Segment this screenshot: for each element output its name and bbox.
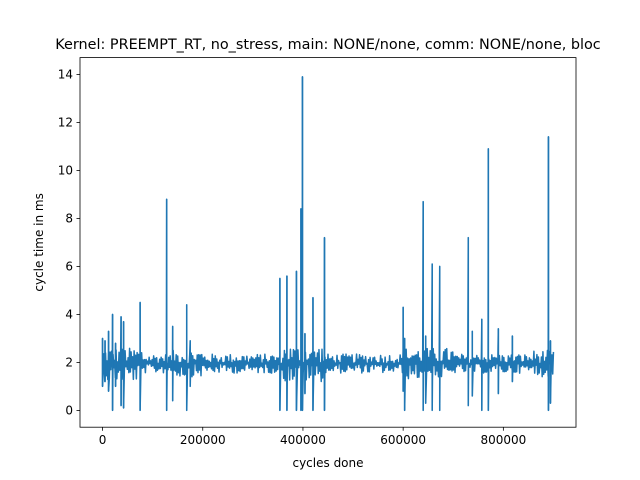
plot-frame [79, 57, 577, 428]
x-axis-label: cycles done [292, 456, 363, 470]
y-tick-label: 2 [65, 355, 73, 369]
x-tick-label: 800000 [480, 433, 526, 447]
y-tick-label: 14 [58, 67, 73, 81]
x-tick-label: 600000 [380, 433, 426, 447]
x-tick-label: 0 [99, 433, 107, 447]
x-tick-label: 400000 [280, 433, 326, 447]
y-axis-label: cycle time in ms [32, 193, 46, 291]
y-tick-label: 10 [58, 163, 73, 177]
plot-area [80, 57, 576, 428]
x-tick-label: 200000 [180, 433, 226, 447]
ticks-layer: 0 200000 400000 600000 800000 0 2 4 6 8 10 12 14 [58, 67, 527, 447]
y-tick-label: 6 [65, 259, 73, 273]
y-tick-label: 0 [65, 403, 73, 417]
series-layer [101, 76, 555, 412]
chart-title: Kernel: PREEMPT_RT, no_stress, main: NON… [55, 37, 601, 53]
y-tick-label: 4 [65, 307, 73, 321]
y-tick-label: 8 [65, 211, 73, 225]
y-tick-label: 12 [58, 115, 73, 129]
